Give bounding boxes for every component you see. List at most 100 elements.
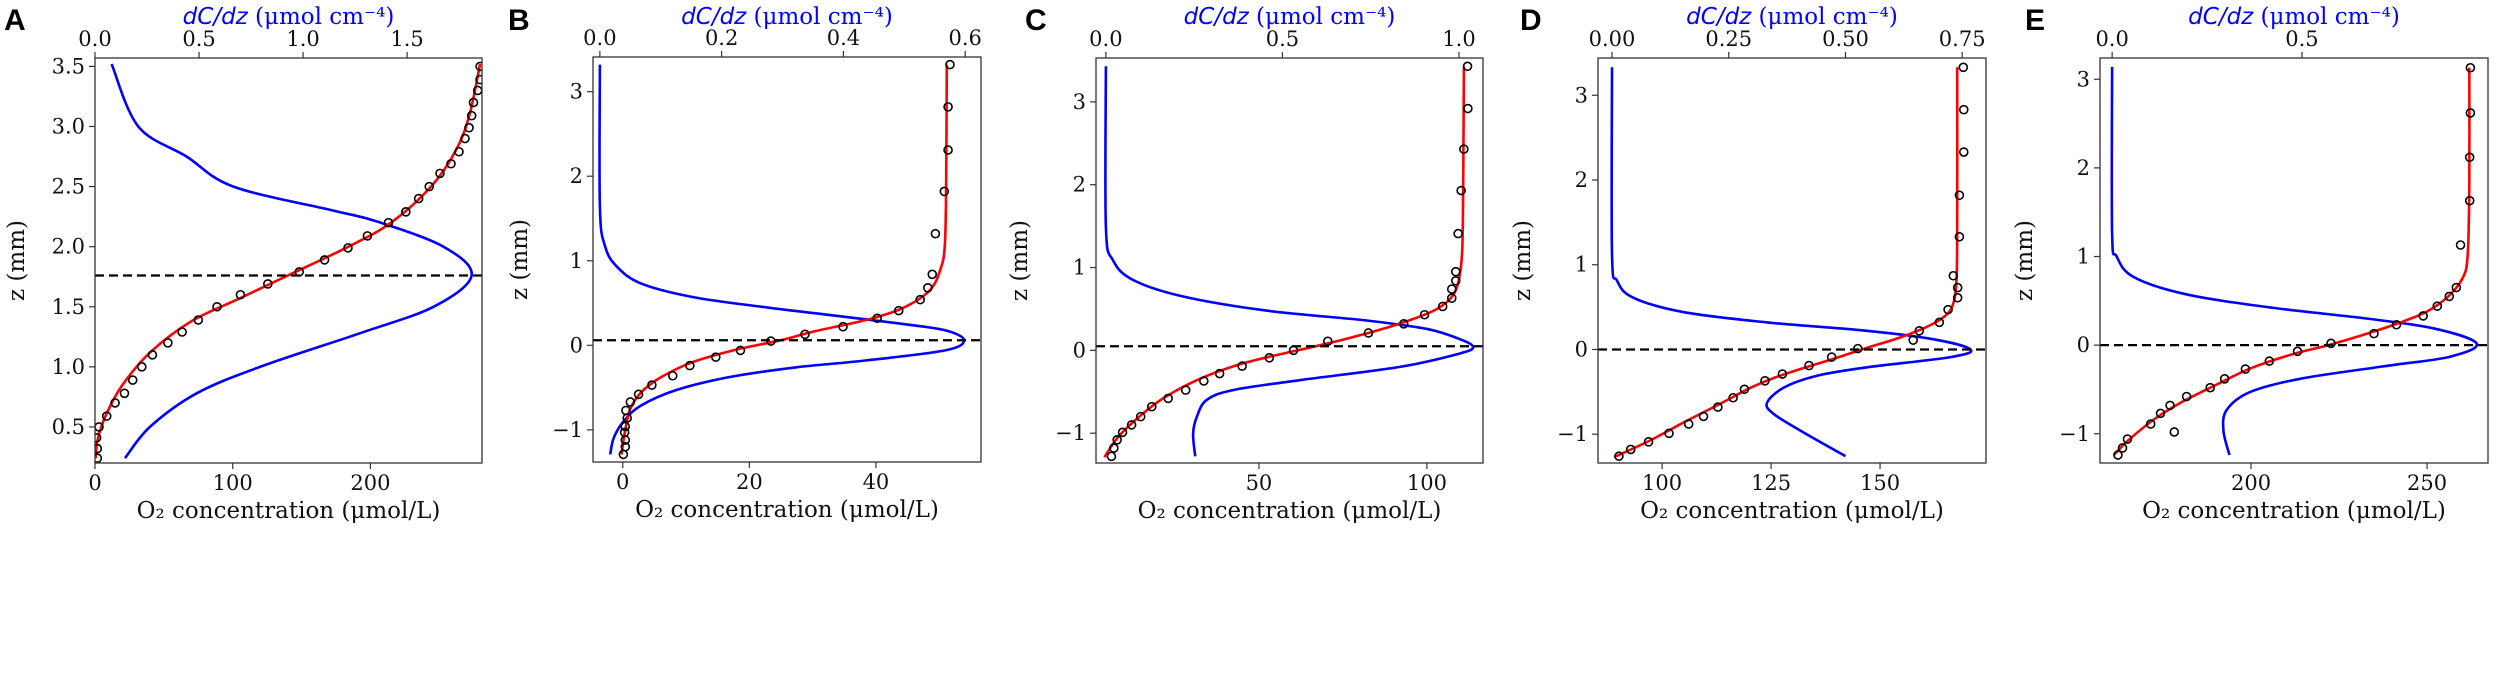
measured-point [475,74,482,85]
measured-point [2165,400,2175,411]
measured-point [1958,104,1969,115]
top-x-tick-label: 0.00 [1589,27,1636,51]
x-tick-label: 100 [1407,471,1447,495]
y-tick-label: 3.5 [52,54,85,78]
measured-point [1954,231,1965,242]
measured-point [2113,450,2123,460]
top-axis-label-unit: (μmol cm⁻⁴) [2253,4,2400,30]
measured-point [95,432,102,443]
measured-point [2326,338,2336,349]
top-x-tick-label: 0.4 [827,26,860,50]
measured-point [930,228,941,239]
fit-curve [2112,67,2471,456]
measured-point [319,255,330,265]
measured-point [625,397,636,407]
measured-point [939,186,950,197]
measured-point [620,435,631,445]
measured-point [1952,282,1963,293]
x-axis-label: O₂ concentration (μmol/L) [2142,498,2446,524]
y-tick-label: 3 [1073,90,1086,114]
top-axis-label-unit: (μmol cm⁻⁴) [746,4,893,30]
top-axis-label-variable: dC/dz [183,4,249,30]
measured-point [633,389,644,400]
measured-point [413,193,424,204]
measured-point [1456,185,1466,196]
measured-point [475,61,482,72]
measured-point [1288,345,1299,356]
measured-point [1363,328,1374,338]
top-x-tick-label: 0.0 [583,26,616,50]
plot-area [2100,62,2488,460]
y-tick-label: −1 [2059,422,2090,446]
fit-curve [620,64,949,455]
measured-point [1117,427,1128,438]
measured-point [1450,266,1461,277]
measured-point [95,443,103,454]
top-x-tick-label: 0.25 [1705,27,1752,51]
x-axis-label: O₂ concentration (μmol/L) [137,498,441,524]
measured-point [1463,103,1473,114]
measured-point [1322,336,1333,347]
x-axis-label: O₂ concentration (μmol/L) [1138,498,1442,524]
x-tick-label: 150 [1860,471,1900,495]
measured-point [872,313,882,324]
measured-point [685,360,695,371]
y-tick-label: −1 [1055,421,1086,445]
y-tick-label: 3 [2077,67,2090,91]
top-x-tick-label: 0.0 [2095,27,2128,51]
plot-area [1598,62,1986,462]
top-x-tick-label: 0.6 [948,26,981,50]
measured-point [2264,356,2275,366]
top-axis-label-unit: (μmol cm⁻⁴) [248,4,395,30]
axes-frame [2099,57,2489,464]
measured-point [1446,284,1457,294]
measured-point [1199,376,1209,386]
top-axis-label: dC/dz (μmol cm⁻⁴) [1686,4,1898,30]
measured-point [235,289,246,300]
y-tick-label: 2 [1575,168,1588,192]
measured-point [454,146,464,157]
panel-letter: B [508,4,530,37]
y-tick-label: 0.5 [52,415,85,439]
measured-point [1459,144,1469,154]
y-tick-label: 3 [1575,83,1588,107]
x-tick-label: 125 [1751,471,1791,495]
y-axis-label: z (mm) [1510,220,1536,301]
top-x-tick-label: 0.0 [1089,27,1122,51]
measured-point [620,421,631,432]
top-x-tick-label: 0.5 [182,27,215,51]
measured-point [2432,301,2443,311]
gradient-curve [1104,66,1475,457]
axes-frame [94,57,483,464]
y-tick-label: 1 [570,249,583,273]
axes-frame [1597,57,1987,464]
y-tick-label: 1 [1073,256,1086,280]
measured-point [2465,62,2476,73]
top-axis-label-variable: dC/dz [1686,4,1752,30]
measured-point [2465,108,2476,118]
gradient-curve [1610,67,1973,458]
measured-point [343,243,353,253]
measured-point [893,305,904,316]
y-tick-label: 2.5 [52,175,85,199]
measured-point [1625,444,1636,455]
x-tick-label: 40 [863,470,890,494]
axes-frame [592,56,982,463]
y-tick-label: 1.5 [52,295,85,319]
x-tick-label: 250 [2407,471,2447,495]
measured-point [1437,301,1448,312]
measured-point [1146,401,1157,412]
measured-point [464,122,474,133]
y-tick-label: 2 [570,164,583,188]
measured-point [95,422,104,432]
measured-point [622,413,632,423]
measured-point [1958,62,1969,73]
measured-point [2418,311,2429,321]
panel-letter: C [1025,4,1047,37]
fit-curve [1103,66,1466,458]
measured-point [2205,382,2216,393]
measured-point [110,398,120,408]
